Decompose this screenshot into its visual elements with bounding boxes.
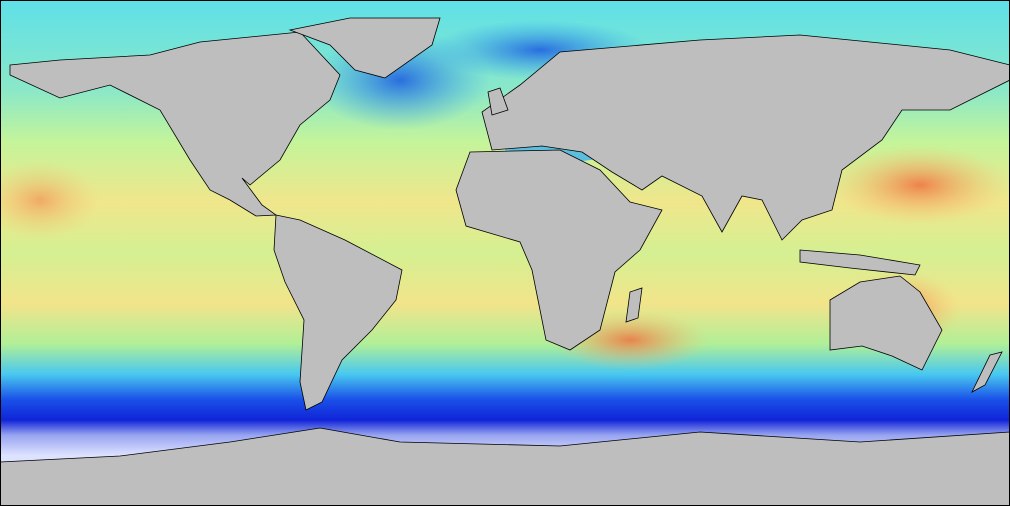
uk <box>487 87 509 116</box>
new-zealand <box>971 351 1003 393</box>
australia <box>829 275 943 371</box>
eurasia <box>481 34 1010 241</box>
antarctica <box>0 427 1010 506</box>
south-america <box>273 214 403 411</box>
greenland <box>288 17 441 79</box>
warm-patch <box>0 160 100 240</box>
warm-patch <box>830 145 1010 225</box>
north-america <box>9 31 341 217</box>
africa <box>455 149 663 351</box>
madagascar <box>625 287 643 323</box>
indonesia <box>799 249 921 276</box>
